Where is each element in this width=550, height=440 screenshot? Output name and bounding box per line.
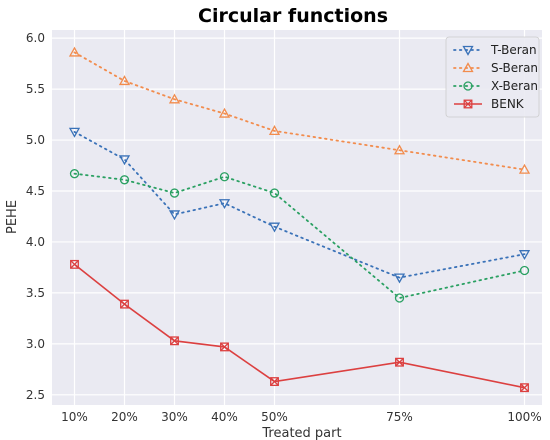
series-line xyxy=(73,51,526,171)
x-tick-label: 75% xyxy=(386,410,413,424)
legend-marker xyxy=(462,62,474,73)
legend: T-Beran S-Beran X-Beran BENK xyxy=(445,36,540,118)
data-point xyxy=(270,377,279,387)
marker-square xyxy=(520,383,529,393)
data-point xyxy=(70,259,79,269)
marker-x xyxy=(120,299,129,309)
data-point xyxy=(168,93,181,104)
data-point xyxy=(170,336,179,346)
y-tick-label: 4.5 xyxy=(26,184,45,198)
legend-marker xyxy=(463,81,473,91)
data-point xyxy=(395,357,404,367)
data-point xyxy=(520,383,529,393)
y-axis-label: PEHE xyxy=(5,200,20,234)
y-tick-label: 5.5 xyxy=(26,82,45,96)
chart-title: Circular functions xyxy=(198,5,388,27)
x-tick-label: 20% xyxy=(111,410,138,424)
data-point xyxy=(120,299,129,309)
tick-labels: 2.5 3.0 3.5 4.0 4.5 5.0 5.5 6.0 10% 20% 30% 40% 50% 7… xyxy=(26,31,542,424)
marker-x xyxy=(395,357,404,367)
data-point xyxy=(268,125,281,136)
legend-label: S-Beran xyxy=(491,61,538,75)
legend-item: S-Beran xyxy=(453,61,538,75)
y-tick-label: 3.0 xyxy=(26,337,45,351)
series-line xyxy=(73,172,526,299)
data-point xyxy=(393,144,406,155)
marker-x xyxy=(520,383,529,392)
x-tick-label: 10% xyxy=(61,410,88,424)
marker-square xyxy=(463,99,473,109)
y-tick-label: 6.0 xyxy=(26,31,45,45)
legend-label: T-Beran xyxy=(490,43,537,57)
legend-marker xyxy=(462,45,474,56)
marker-square xyxy=(70,259,79,269)
legend-item: T-Beran xyxy=(453,43,537,57)
x-axis-label: Treated part xyxy=(261,426,341,440)
marker-square xyxy=(395,357,404,367)
series-x-beran xyxy=(69,169,530,303)
series-group xyxy=(68,46,531,393)
x-tick-label: 30% xyxy=(161,410,188,424)
grid xyxy=(52,30,542,405)
marker-square xyxy=(170,336,179,346)
y-tick-label: 4.0 xyxy=(26,235,45,249)
y-tick-label: 5.0 xyxy=(26,133,45,147)
legend-label: X-Beran xyxy=(491,79,538,93)
series-t-beran xyxy=(68,127,531,284)
data-point xyxy=(118,75,131,86)
data-point xyxy=(219,172,230,182)
data-point xyxy=(519,265,530,276)
data-point xyxy=(68,127,81,138)
data-point xyxy=(268,222,281,233)
data-point xyxy=(220,342,229,352)
legend-item: BENK xyxy=(454,97,525,111)
series-line xyxy=(73,131,526,279)
data-point xyxy=(169,188,180,198)
data-point xyxy=(518,250,531,261)
x-tick-label: 100% xyxy=(507,410,541,424)
legend-label: BENK xyxy=(491,97,525,111)
marker-square xyxy=(270,377,279,387)
marker-square xyxy=(120,299,129,309)
data-point xyxy=(269,188,280,198)
data-point xyxy=(518,163,531,174)
marker-x xyxy=(220,342,229,352)
y-tick-label: 3.5 xyxy=(26,286,45,300)
data-point xyxy=(393,273,406,284)
data-point xyxy=(118,155,131,166)
legend-box xyxy=(445,36,540,118)
data-point xyxy=(394,293,405,303)
marker-x xyxy=(463,99,473,109)
x-tick-label: 50% xyxy=(261,410,288,424)
series-benk xyxy=(70,259,529,393)
data-point xyxy=(119,175,130,185)
legend-marker xyxy=(463,99,473,109)
y-tick-label: 2.5 xyxy=(26,388,45,402)
series-s-beran xyxy=(68,46,531,174)
data-point xyxy=(69,169,80,179)
marker-square xyxy=(220,342,229,352)
marker-x xyxy=(270,377,279,386)
data-point xyxy=(218,107,231,118)
x-tick-label: 40% xyxy=(211,410,238,424)
marker-x xyxy=(70,260,79,269)
data-point xyxy=(168,210,181,221)
data-point xyxy=(68,46,81,57)
marker-x xyxy=(170,336,179,346)
legend-item: X-Beran xyxy=(453,79,538,93)
data-point xyxy=(218,199,231,210)
